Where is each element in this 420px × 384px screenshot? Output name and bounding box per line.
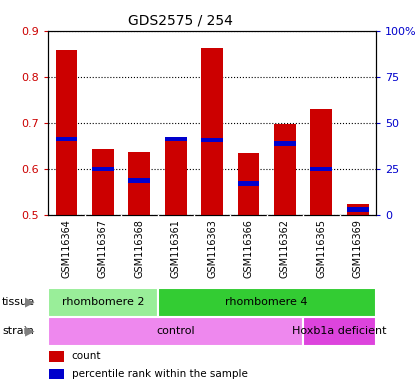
Text: GSM116363: GSM116363 (207, 219, 217, 278)
Text: tissue: tissue (2, 297, 35, 308)
Bar (48, 288, 158, 317)
Text: GSM116362: GSM116362 (280, 219, 290, 278)
Bar (158, 288, 376, 317)
Text: strain: strain (2, 326, 34, 336)
Bar (50, 351, 64, 362)
Bar (347, 204, 369, 215)
Text: GSM116368: GSM116368 (134, 219, 144, 278)
Bar (50, 369, 64, 379)
Text: ▶: ▶ (26, 296, 35, 309)
Bar (92, 167, 114, 171)
Bar (129, 178, 150, 183)
Text: GDS2575 / 254: GDS2575 / 254 (128, 13, 233, 27)
Text: Hoxb1a deficient: Hoxb1a deficient (292, 326, 387, 336)
Bar (310, 167, 332, 171)
Bar (274, 124, 296, 215)
Text: control: control (156, 326, 195, 336)
Bar (201, 48, 223, 215)
Bar (238, 153, 260, 215)
Bar (92, 149, 114, 215)
Text: rhombomere 2: rhombomere 2 (62, 297, 144, 308)
Bar (55, 50, 77, 215)
Bar (201, 137, 223, 142)
Bar (129, 152, 150, 215)
Bar (48, 317, 303, 346)
Bar (238, 181, 260, 186)
Text: GSM116361: GSM116361 (171, 219, 181, 278)
Text: count: count (71, 351, 101, 361)
Bar (274, 141, 296, 146)
Text: ▶: ▶ (26, 325, 35, 338)
Bar (310, 109, 332, 215)
Bar (303, 317, 376, 346)
Bar (165, 137, 186, 215)
Text: GSM116366: GSM116366 (244, 219, 254, 278)
Bar (347, 207, 369, 212)
Text: GSM116365: GSM116365 (316, 219, 326, 278)
Bar (165, 137, 186, 141)
Text: percentile rank within the sample: percentile rank within the sample (71, 369, 247, 379)
Bar (55, 137, 77, 141)
Text: rhombomere 4: rhombomere 4 (226, 297, 308, 308)
Text: GSM116364: GSM116364 (61, 219, 71, 278)
Text: GSM116369: GSM116369 (353, 219, 363, 278)
Text: GSM116367: GSM116367 (98, 219, 108, 278)
